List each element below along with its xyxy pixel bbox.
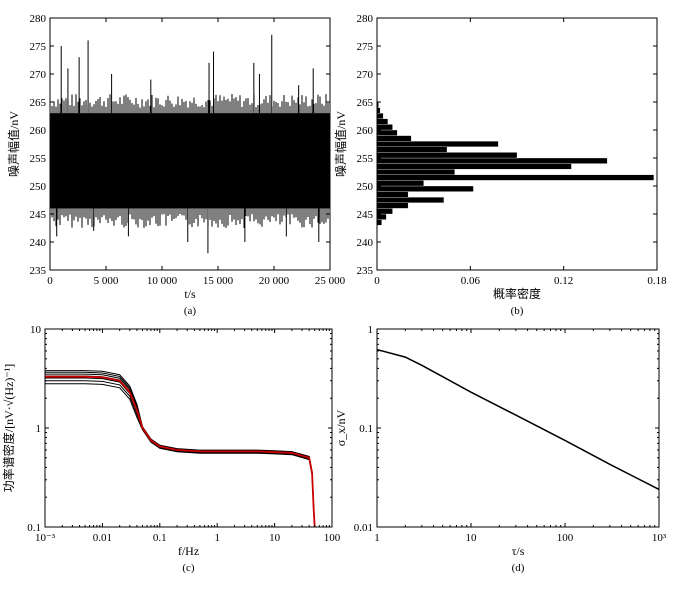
plot-frame [376, 328, 660, 528]
c-x-tick-label: 0.1 [153, 532, 167, 544]
a-x-tick-label: 25 000 [315, 275, 346, 287]
a-x-tick-label: 0 [47, 275, 53, 287]
b-y-tick-label: 235 [357, 265, 374, 277]
a-y-tick-label: 250 [30, 181, 47, 193]
d-x-tick-label: 100 [557, 532, 574, 544]
histogram-bar [376, 113, 384, 119]
b-y-tick-label: 270 [357, 69, 374, 81]
c-x-tick-label: 100 [324, 532, 341, 544]
panel-a: 0 5 000 10 000 15 000 20 000 25 000 235 240 245 2… [6, 13, 346, 317]
histogram-bar [376, 197, 445, 203]
b-y-tick-label: 240 [357, 237, 374, 249]
histogram-bar [376, 152, 518, 159]
c-y-axis-title: 功率谱密度/[nV·√(Hz)⁻¹] [1, 364, 16, 493]
plot-frame [44, 328, 333, 528]
d-x-tick-label: 10 [466, 532, 478, 544]
b-y-tick-label: 280 [357, 13, 374, 25]
b-x-tick-label: 0.06 [461, 275, 481, 287]
d-x-tick-label: 10³ [652, 532, 667, 544]
c-x-tick-label: 10⁻³ [35, 532, 56, 544]
d-y-axis-title: σ_x/nV [334, 409, 348, 446]
d-x-axis-title: τ/s [512, 544, 525, 558]
spectrum-line [45, 370, 316, 526]
histogram-bar [376, 157, 608, 164]
plot-frame [49, 17, 331, 271]
histogram-bar [376, 135, 412, 142]
b-x-tick-label: 0 [374, 275, 380, 287]
b-y-tick-label: 245 [357, 209, 374, 221]
histogram-bar [376, 141, 499, 147]
a-x-axis-title: t/s [184, 287, 196, 301]
b-y-tick-label: 250 [357, 181, 374, 193]
histogram-bar [376, 180, 424, 187]
histogram-bar [376, 146, 448, 153]
d-x-tick-label: 1 [374, 532, 380, 544]
a-y-tick-label: 265 [30, 97, 47, 109]
d-y-tick-label: 1 [368, 324, 374, 336]
mean-spectrum-line [45, 375, 316, 528]
b-x-tick-label: 0.12 [554, 275, 573, 287]
histogram-bar [376, 169, 455, 175]
panel-b: 0 0.06 0.12 0.18 235 240 245 250 255 260 265 270 275… [333, 13, 667, 317]
b-y-tick-label: 275 [357, 41, 374, 53]
a-y-tick-label: 275 [30, 41, 47, 53]
a-y-tick-label: 255 [30, 153, 47, 165]
a-y-tick-label: 245 [30, 209, 47, 221]
a-y-tick-label: 260 [30, 125, 47, 137]
histogram-bar [376, 191, 409, 198]
c-x-tick-label: 0.01 [93, 532, 112, 544]
c-x-tick-label: 10 [269, 532, 281, 544]
spectrum-line [45, 383, 316, 528]
a-y-tick-label: 280 [30, 13, 47, 25]
panel-d: 1 10 100 10³ 0.01 0.1 1 τ/s σ_x/nV (d) [334, 324, 667, 574]
c-y-tick-label: 0.1 [27, 522, 41, 534]
b-y-tick-label: 260 [357, 125, 374, 137]
histogram-bar [376, 174, 655, 181]
d-y-tick-label: 0.1 [359, 423, 373, 435]
histogram-bar [376, 118, 389, 125]
b-y-tick-label: 255 [357, 153, 374, 165]
c-x-tick-label: 1 [214, 532, 220, 544]
deviation-line [376, 348, 660, 491]
c-y-tick-label: 10 [30, 324, 42, 336]
plot-frame [376, 17, 658, 271]
a-y-tick-label: 240 [30, 237, 47, 249]
histogram-bar [376, 185, 474, 192]
histogram-bar [376, 124, 393, 131]
a-panel-label: (a) [184, 305, 197, 317]
c-panel-label: (c) [182, 562, 195, 574]
a-x-tick-label: 20 000 [259, 275, 290, 287]
d-y-tick-label: 0.01 [354, 522, 373, 534]
d-panel-label: (d) [512, 562, 525, 574]
a-y-tick-label: 235 [30, 265, 47, 277]
histogram-bar [376, 202, 409, 209]
panel-c: 10⁻³ 0.01 0.1 1 10 100 0.1 1 10 f/Hz 功率谱密度/[nV·√(H… [1, 324, 341, 574]
histogram-bar [376, 219, 382, 226]
histogram-bar [376, 163, 572, 170]
a-x-tick-label: 15 000 [203, 275, 234, 287]
b-y-tick-label: 265 [357, 97, 374, 109]
b-x-axis-title: 概率密度 [493, 286, 541, 301]
c-x-axis-title: f/Hz [178, 544, 199, 558]
a-y-tick-label: 270 [30, 69, 47, 81]
c-y-tick-label: 1 [36, 423, 42, 435]
histogram-bar [376, 213, 387, 220]
b-panel-label: (b) [511, 305, 524, 317]
a-y-axis-title: 噪声幅值/nV [6, 111, 21, 177]
b-y-axis-title: 噪声幅值/nV [333, 111, 348, 177]
histogram-bar [376, 129, 398, 136]
histogram-bar [376, 208, 393, 215]
a-x-tick-label: 5 000 [94, 275, 119, 287]
a-x-tick-label: 10 000 [147, 275, 178, 287]
b-x-tick-label: 0.18 [647, 275, 667, 287]
